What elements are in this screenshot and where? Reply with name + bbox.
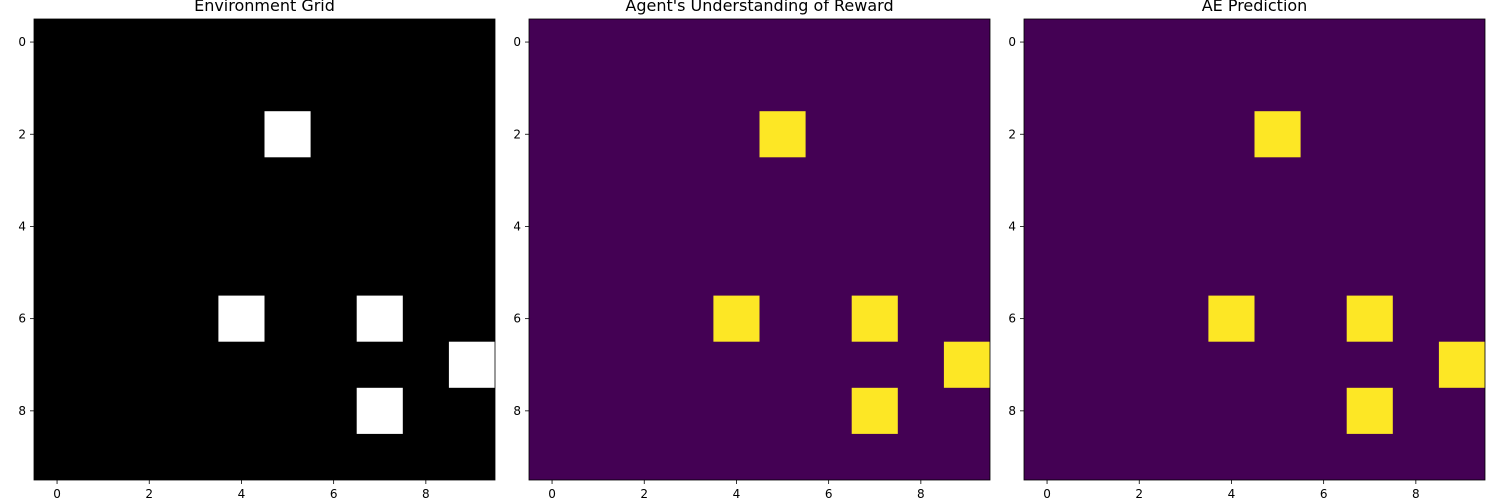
y-tick-label: 2 bbox=[1008, 127, 1016, 141]
heatmap-cell bbox=[1208, 295, 1255, 342]
heatmap-cell bbox=[1346, 295, 1393, 342]
y-tick-label: 6 bbox=[18, 312, 26, 326]
axes-frame bbox=[528, 18, 991, 481]
panel-title: Agent's Understanding of Reward bbox=[625, 0, 893, 15]
heatmap-cell bbox=[1438, 341, 1485, 388]
y-tick-label: 8 bbox=[513, 404, 521, 418]
panel-title: AE Prediction bbox=[1202, 0, 1308, 15]
heatmap-cell bbox=[356, 387, 403, 434]
y-tick-label: 0 bbox=[18, 35, 26, 49]
heatmap-cell bbox=[264, 111, 311, 158]
x-tick-label: 6 bbox=[1320, 487, 1328, 500]
y-tick-label: 6 bbox=[513, 312, 521, 326]
heatmap-background bbox=[1024, 19, 1485, 480]
heatmap-cell bbox=[851, 387, 898, 434]
y-tick-label: 4 bbox=[18, 219, 26, 233]
axes-frame bbox=[1023, 18, 1486, 481]
heatmap-background bbox=[529, 19, 990, 480]
axes-frame bbox=[33, 18, 496, 481]
panel-2: 0 2 4 6 8 0 2 4 6 8 Agent's Understanding of Rewar… bbox=[513, 0, 991, 500]
x-tick-label: 8 bbox=[917, 487, 925, 500]
panel-3: 0 2 4 6 8 0 2 4 6 8 AE Prediction bbox=[1008, 0, 1486, 500]
x-tick-label: 0 bbox=[53, 487, 61, 500]
panel-title: Environment Grid bbox=[194, 0, 335, 15]
x-tick-label: 2 bbox=[1135, 487, 1143, 500]
heatmap-background bbox=[34, 19, 495, 480]
y-tick-label: 2 bbox=[18, 127, 26, 141]
y-tick-label: 8 bbox=[1008, 404, 1016, 418]
x-tick-label: 8 bbox=[1412, 487, 1420, 500]
y-tick-label: 4 bbox=[513, 219, 521, 233]
x-tick-label: 0 bbox=[1043, 487, 1051, 500]
panel-1: 0 2 4 6 8 0 2 4 6 8 Environment Grid bbox=[18, 0, 496, 500]
y-tick-label: 4 bbox=[1008, 219, 1016, 233]
x-tick-label: 0 bbox=[548, 487, 556, 500]
x-tick-label: 4 bbox=[733, 487, 741, 500]
heatmap-cell bbox=[448, 341, 495, 388]
heatmap-cell bbox=[356, 295, 403, 342]
y-tick-label: 0 bbox=[513, 35, 521, 49]
x-tick-label: 2 bbox=[640, 487, 648, 500]
x-tick-label: 6 bbox=[825, 487, 833, 500]
x-tick-label: 2 bbox=[145, 487, 153, 500]
heatmap-cell bbox=[713, 295, 760, 342]
y-tick-label: 0 bbox=[1008, 35, 1016, 49]
x-tick-label: 4 bbox=[1228, 487, 1236, 500]
x-tick-label: 6 bbox=[330, 487, 338, 500]
y-tick-label: 2 bbox=[513, 127, 521, 141]
heatmap-cell bbox=[943, 341, 990, 388]
heatmap-cell bbox=[1254, 111, 1301, 158]
heatmap-cell bbox=[218, 295, 265, 342]
heatmap-cell bbox=[1346, 387, 1393, 434]
heatmap-cell bbox=[851, 295, 898, 342]
x-tick-label: 4 bbox=[238, 487, 246, 500]
x-tick-label: 8 bbox=[422, 487, 430, 500]
heatmap-cell bbox=[759, 111, 806, 158]
y-tick-label: 8 bbox=[18, 404, 26, 418]
y-tick-label: 6 bbox=[1008, 312, 1016, 326]
